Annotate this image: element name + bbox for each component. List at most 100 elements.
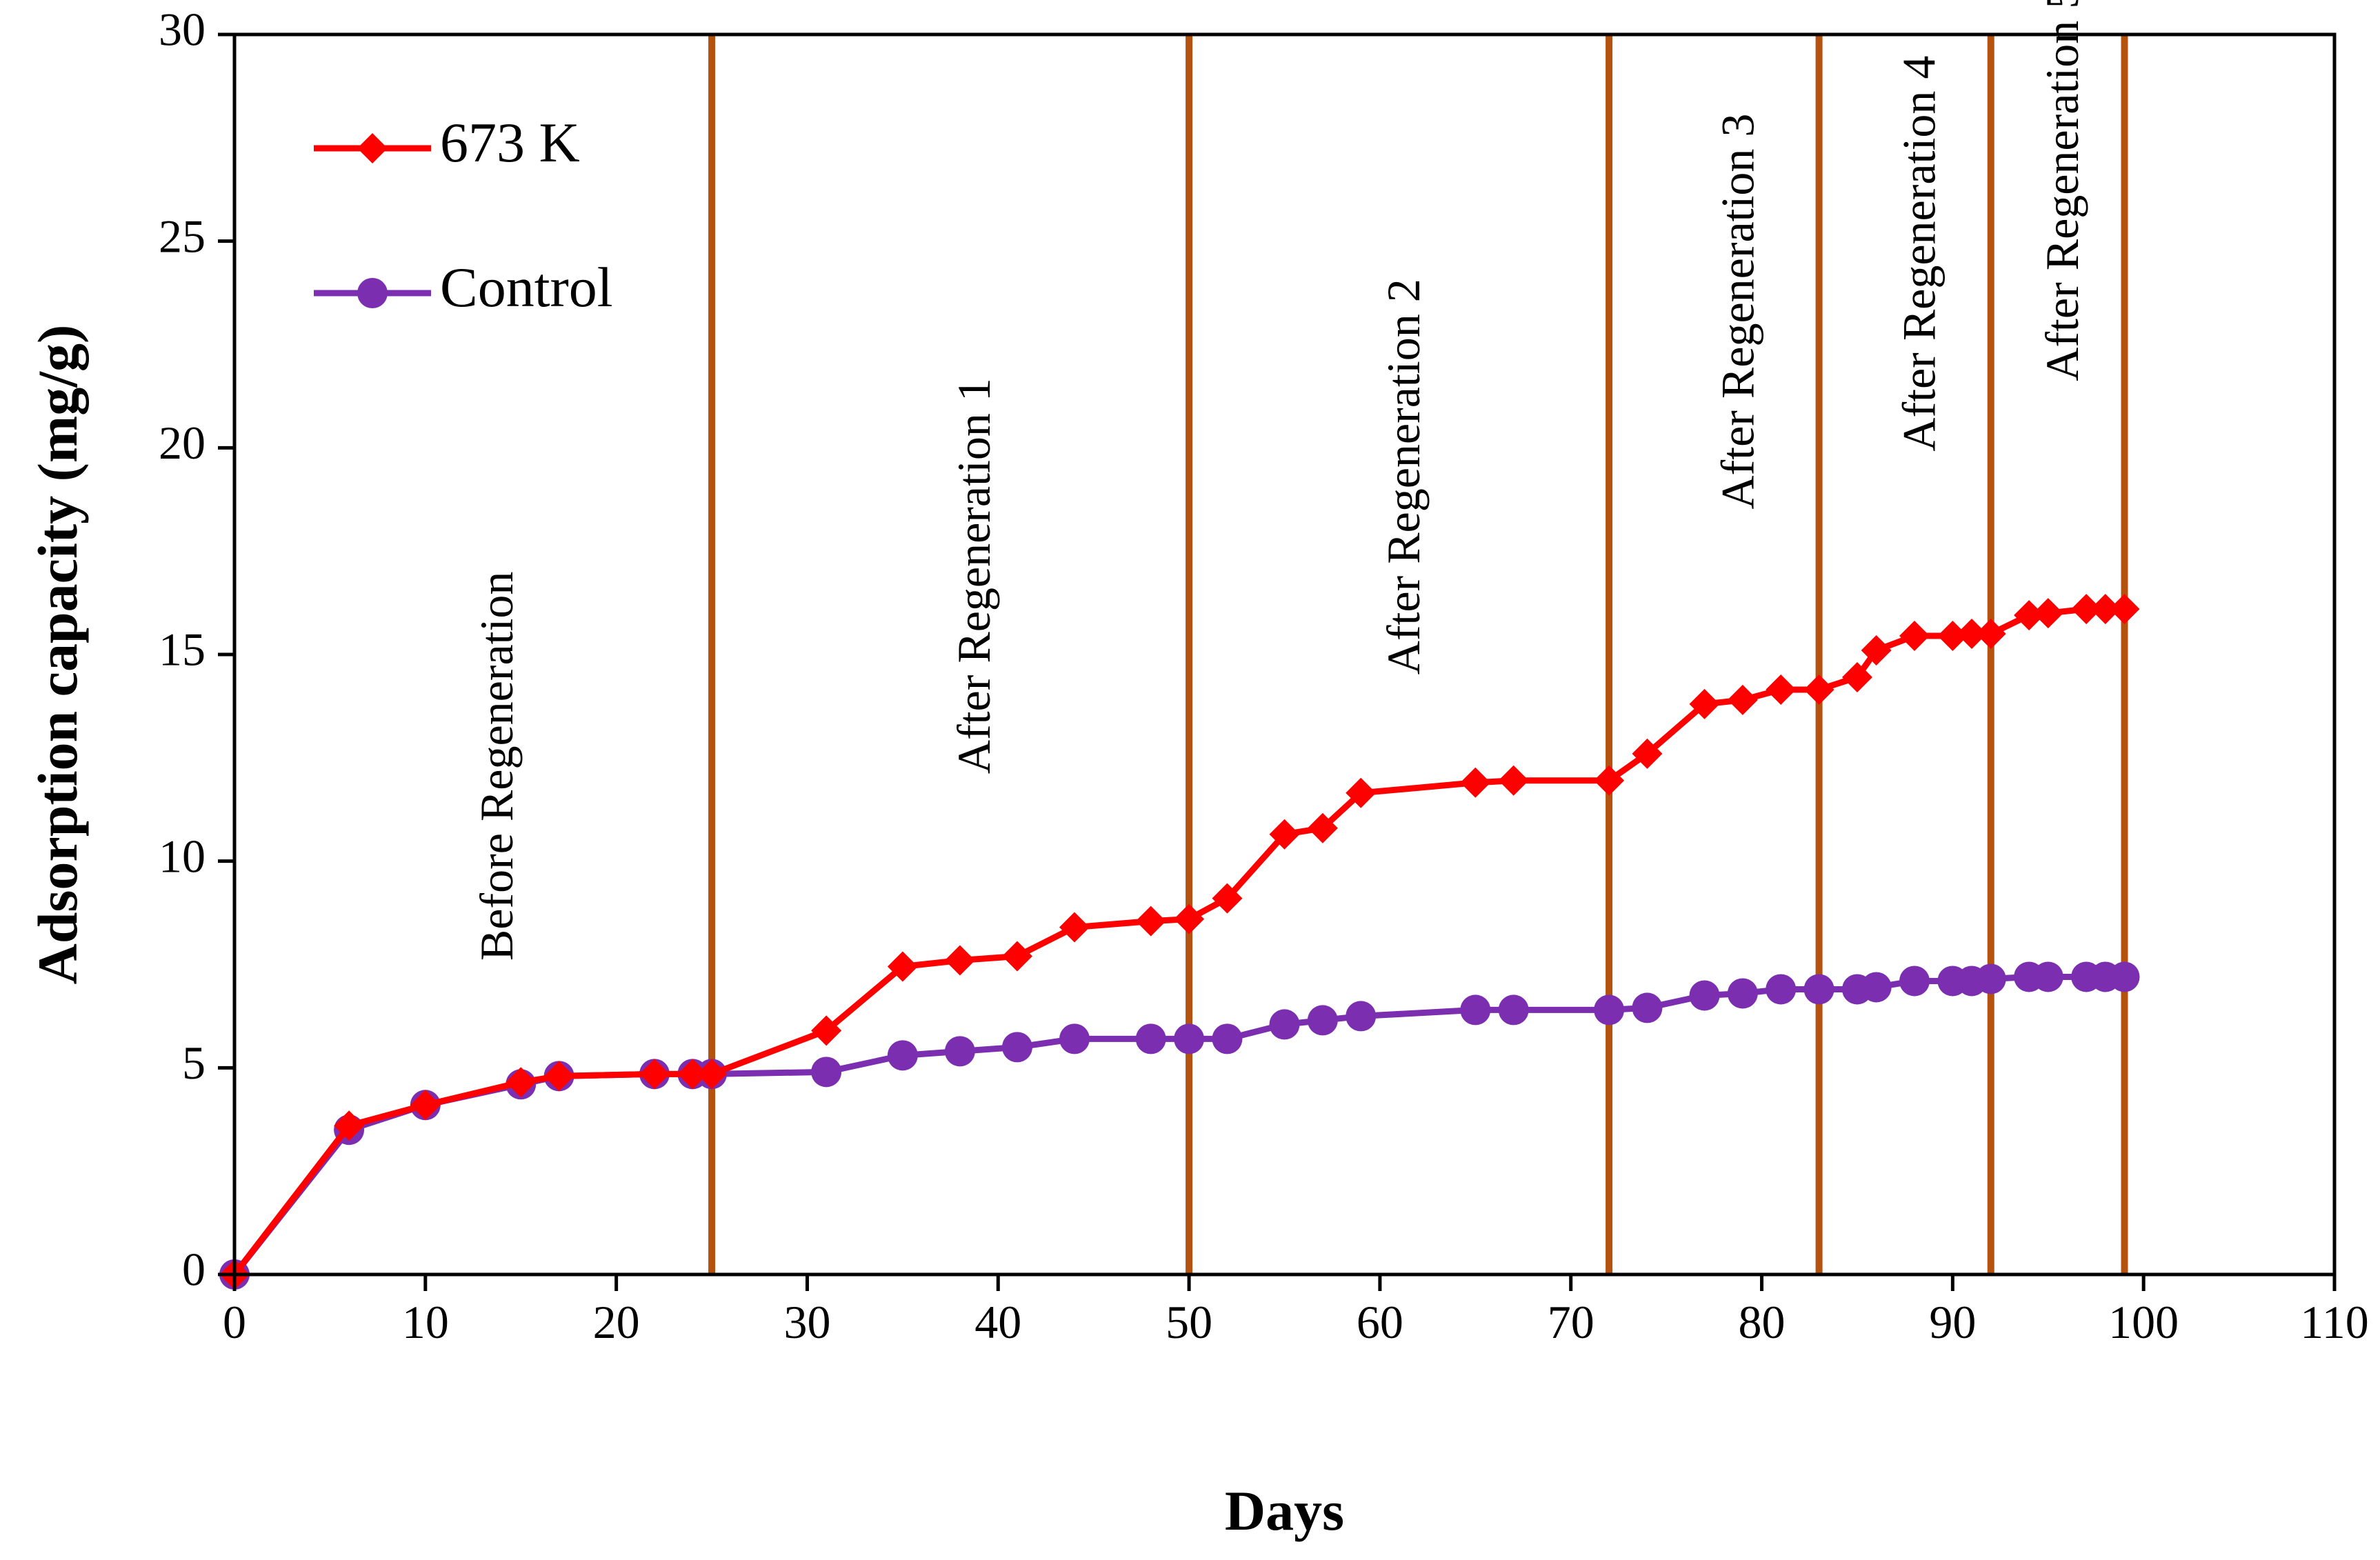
x-tick-label: 60 — [1357, 1296, 1403, 1348]
data-point-circle — [1861, 972, 1892, 1003]
data-point-circle — [1001, 1032, 1032, 1063]
legend-item: 673 K — [314, 111, 580, 174]
y-tick-label: 25 — [159, 210, 206, 262]
data-point-diamond — [1594, 765, 1625, 796]
y-tick-label: 15 — [159, 623, 206, 676]
data-point-circle — [1632, 992, 1663, 1023]
data-point-diamond — [1957, 619, 1988, 650]
x-tick-label: 70 — [1548, 1296, 1594, 1348]
data-point-circle — [1174, 1023, 1205, 1054]
series-673-k — [219, 594, 2140, 1290]
data-point-circle — [1899, 966, 1930, 997]
data-point-diamond — [1212, 883, 1243, 914]
data-point-diamond — [2090, 594, 2121, 625]
data-point-diamond — [1766, 674, 1797, 705]
data-point-circle — [2109, 961, 2140, 992]
data-point-circle — [887, 1040, 918, 1071]
data-point-diamond — [334, 1110, 365, 1141]
data-point-circle — [2032, 961, 2063, 992]
x-tick-label: 40 — [974, 1296, 1021, 1348]
x-axis-title: Days — [1225, 1479, 1344, 1542]
data-point-circle — [1498, 994, 1529, 1026]
data-point-diamond — [639, 1059, 670, 1090]
data-point-circle — [1346, 1001, 1377, 1032]
data-point-diamond — [1632, 738, 1663, 769]
data-point-diamond — [1727, 684, 1758, 715]
data-point-circle — [1594, 994, 1625, 1026]
data-point-diamond — [677, 1059, 708, 1090]
data-point-circle — [1803, 974, 1834, 1005]
data-point-circle — [1766, 974, 1797, 1005]
data-point-diamond — [944, 945, 975, 976]
phase-label: After Regeneration 4 — [1892, 56, 1945, 452]
data-point-circle — [1269, 1009, 1300, 1040]
data-point-diamond — [1307, 812, 1338, 843]
data-point-circle — [1460, 994, 1491, 1026]
phase-label: After Regeneration 2 — [1377, 279, 1430, 674]
legend-label: 673 K — [440, 111, 580, 174]
x-axis: 0 10 20 30 40 50 60 70 80 90 100 110 — [223, 1274, 2369, 1348]
phase-label: Before Regeneration — [470, 572, 523, 961]
x-tick-label: 30 — [783, 1296, 830, 1348]
x-tick-label: 90 — [1929, 1296, 1976, 1348]
phase-labels: Before Regeneration After Regeneration 1 A… — [470, 0, 2088, 961]
series-layer — [219, 594, 2140, 1290]
x-tick-label: 20 — [593, 1296, 640, 1348]
data-point-circle — [1727, 978, 1758, 1009]
data-point-diamond — [1001, 941, 1032, 972]
data-point-diamond — [1460, 767, 1491, 798]
data-point-circle — [1307, 1005, 1338, 1036]
data-point-diamond — [2032, 598, 2063, 629]
data-point-diamond — [2109, 594, 2140, 625]
data-point-diamond — [410, 1090, 441, 1121]
data-point-diamond — [1899, 621, 1930, 652]
data-point-diamond — [2071, 594, 2102, 625]
data-point-diamond — [1269, 819, 1300, 850]
data-point-circle — [1975, 963, 2006, 994]
data-point-circle — [357, 278, 388, 308]
x-tick-label: 100 — [2108, 1296, 2179, 1348]
data-point-diamond — [1689, 688, 1720, 719]
data-point-diamond — [506, 1067, 537, 1098]
legend-label: Control — [440, 256, 613, 319]
data-point-diamond — [2014, 600, 2045, 631]
data-point-diamond — [1861, 635, 1892, 666]
x-tick-label: 110 — [2300, 1296, 2368, 1348]
y-tick-label: 10 — [159, 830, 206, 882]
legend-item: Control — [314, 256, 613, 319]
data-point-diamond — [1937, 621, 1968, 652]
x-tick-label: 80 — [1739, 1296, 1786, 1348]
phase-label: After Regeneration 1 — [948, 378, 1000, 774]
phase-label: After Regeneration 3 — [1711, 114, 1763, 510]
y-tick-label: 5 — [182, 1037, 206, 1089]
data-point-circle — [1059, 1023, 1090, 1054]
data-point-circle — [811, 1057, 842, 1088]
data-point-diamond — [1498, 765, 1529, 796]
x-tick-label: 50 — [1166, 1296, 1212, 1348]
y-tick-label: 30 — [159, 3, 206, 56]
regeneration-lines — [708, 34, 2128, 1274]
data-point-diamond — [357, 133, 388, 163]
data-point-diamond — [1841, 661, 1872, 692]
data-point-diamond — [1135, 906, 1166, 937]
x-tick-label: 0 — [223, 1296, 246, 1348]
y-tick-label: 0 — [182, 1243, 206, 1296]
data-point-circle — [944, 1036, 975, 1067]
y-axis-title: Adsorption capacity (mg/g) — [26, 325, 89, 985]
data-point-diamond — [1346, 777, 1377, 808]
y-axis: 0 5 10 15 20 25 30 — [159, 3, 234, 1296]
data-point-diamond — [1059, 912, 1090, 943]
phase-label: After Regeneration 5 — [2036, 0, 2088, 381]
legend: 673 K Control — [314, 111, 613, 319]
data-point-circle — [1135, 1023, 1166, 1054]
data-point-circle — [1212, 1023, 1243, 1054]
data-point-diamond — [1174, 903, 1205, 934]
data-point-diamond — [1975, 619, 2006, 650]
data-point-diamond — [1803, 674, 1834, 705]
data-point-diamond — [697, 1059, 728, 1090]
x-tick-label: 10 — [402, 1296, 449, 1348]
y-tick-label: 20 — [159, 417, 206, 469]
data-point-diamond — [887, 951, 918, 982]
data-point-diamond — [543, 1061, 574, 1092]
